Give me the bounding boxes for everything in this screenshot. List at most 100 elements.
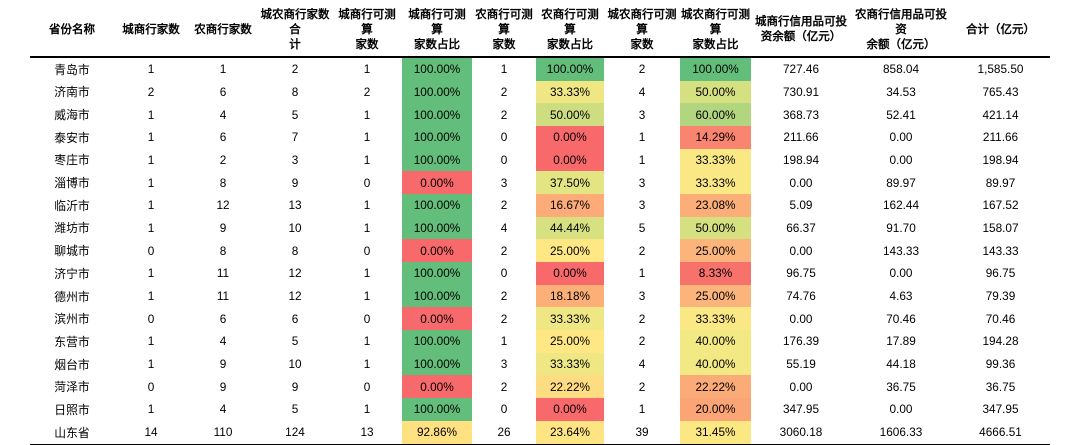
table-row: 菏泽市 0 9 9 0 0.00% 2 22.22% 2 22.22% 0.00 36.75 36.75 xyxy=(30,375,1050,399)
pct-cell: 100.00% xyxy=(402,330,472,353)
value-cell: 3060.18 xyxy=(751,420,851,445)
value-cell: 727.46 xyxy=(782,62,820,77)
value-cell: 1 xyxy=(638,152,646,167)
value-cell: 2 xyxy=(638,243,646,258)
table-row: 东营市 1 4 5 1 100.00% 1 25.00% 2 40.00% 176.39 17.89 1… xyxy=(30,330,1050,353)
value-cell: 9 xyxy=(219,379,227,394)
province-cell: 东营市 xyxy=(54,334,90,349)
value-cell: 730.91 xyxy=(782,84,820,99)
table-row: 山东省 14 110 124 13 92.86% 26 23.64% 39 31.45% 3060.… xyxy=(30,420,1050,445)
pct-cell: 33.33% xyxy=(680,148,751,172)
pct-cell: 20.00% xyxy=(680,398,751,421)
pct-cell: 18.18% xyxy=(536,284,604,308)
value-cell: 39 xyxy=(604,420,680,445)
province-cell: 济宁市 xyxy=(54,266,90,281)
value-cell: 8 xyxy=(291,84,299,99)
value-cell: 2 xyxy=(500,243,508,258)
value-cell: 5 xyxy=(291,402,299,417)
value-cell: 66.37 xyxy=(786,220,816,235)
pct-cell: 23.08% xyxy=(680,193,751,217)
value-cell: 6 xyxy=(291,311,299,326)
value-cell: 6 xyxy=(219,84,227,99)
value-cell: 96.75 xyxy=(786,266,816,281)
table-row: 临沂市 1 12 13 1 100.00% 2 16.67% 3 23.08% 5.09 162.44… xyxy=(30,193,1050,217)
pct-cell: 8.33% xyxy=(680,262,751,285)
pct-cell: 100.00% xyxy=(402,80,472,104)
pct-cell: 100.00% xyxy=(402,148,472,172)
pct-cell: 100.00% xyxy=(402,56,472,81)
value-cell: 6 xyxy=(219,311,227,326)
value-cell: 158.07 xyxy=(982,220,1019,235)
pct-cell: 33.33% xyxy=(680,171,751,194)
value-cell: 1 xyxy=(147,130,155,145)
value-cell: 10 xyxy=(288,357,302,372)
value-cell: 99.36 xyxy=(985,357,1016,372)
value-cell: 9 xyxy=(291,379,299,394)
value-cell: 1 xyxy=(147,152,155,167)
value-cell: 1 xyxy=(147,289,155,304)
value-cell: 198.94 xyxy=(782,152,820,167)
value-cell: 2 xyxy=(500,198,508,213)
value-cell: 1 xyxy=(500,62,508,77)
value-cell: 9 xyxy=(219,220,227,235)
value-cell: 70.46 xyxy=(985,311,1016,326)
value-cell: 0 xyxy=(147,379,155,394)
table-row: 淄博市 1 8 9 0 0.00% 3 37.50% 3 33.33% 0.00 89.97 89.97 xyxy=(30,171,1050,194)
value-cell: 11 xyxy=(216,266,230,281)
table-row: 潍坊市 1 9 10 1 100.00% 4 44.44% 5 50.00% 66.37 91.70 1… xyxy=(30,216,1050,240)
value-cell: 4666.51 xyxy=(951,420,1050,445)
province-cell: 威海市 xyxy=(54,108,90,123)
pct-cell: 0.00% xyxy=(536,125,604,149)
value-cell: 0.00 xyxy=(789,311,813,326)
value-cell: 0.00 xyxy=(889,402,913,417)
pct-cell: 0.00% xyxy=(536,262,604,285)
value-cell: 1 xyxy=(147,402,155,417)
pct-cell: 16.67% xyxy=(536,193,604,217)
value-cell: 34.53 xyxy=(886,84,916,99)
value-cell: 1 xyxy=(147,198,155,213)
pct-cell: 60.00% xyxy=(680,103,751,126)
pct-cell: 100.00% xyxy=(402,352,472,376)
pct-cell: 100.00% xyxy=(680,56,751,81)
value-cell: 13 xyxy=(332,420,402,445)
table-row: 枣庄市 1 2 3 1 100.00% 0 0.00% 1 33.33% 198.94 0.00 198… xyxy=(30,148,1050,172)
value-cell: 2 xyxy=(147,84,155,99)
column-header-6: 农商行可测算 家数 xyxy=(472,6,536,58)
value-cell: 5 xyxy=(638,220,646,235)
value-cell: 167.52 xyxy=(982,198,1019,213)
value-cell: 3 xyxy=(638,107,646,122)
table-row: 滨州市 0 6 6 0 0.00% 2 33.33% 2 33.33% 0.00 70.46 70.46 xyxy=(30,307,1050,331)
value-cell: 10 xyxy=(288,220,302,235)
province-cell: 枣庄市 xyxy=(54,153,90,168)
value-cell: 44.18 xyxy=(886,357,916,372)
value-cell: 0.00 xyxy=(889,152,913,167)
province-cell: 菏泽市 xyxy=(54,380,90,395)
pct-cell: 100.00% xyxy=(402,262,472,285)
column-header-8: 城农商行可测算 家数 xyxy=(604,6,680,58)
value-cell: 2 xyxy=(500,84,508,99)
value-cell: 70.46 xyxy=(886,311,916,326)
province-cell: 淄博市 xyxy=(54,176,90,191)
value-cell: 3 xyxy=(500,175,508,190)
pct-cell: 25.00% xyxy=(536,239,604,262)
value-cell: 5 xyxy=(291,107,299,122)
pct-cell: 33.33% xyxy=(536,80,604,104)
value-cell: 143.33 xyxy=(882,243,920,258)
value-cell: 2 xyxy=(638,311,646,326)
pct-cell: 50.00% xyxy=(536,103,604,126)
pct-cell: 25.00% xyxy=(680,239,751,262)
table-row: 烟台市 1 9 10 1 100.00% 3 33.33% 4 40.00% 55.19 44.18 9… xyxy=(30,352,1050,376)
pct-cell: 33.33% xyxy=(536,307,604,331)
pct-cell: 14.29% xyxy=(680,125,751,149)
value-cell: 4 xyxy=(219,107,227,122)
value-cell: 89.97 xyxy=(886,175,916,190)
value-cell: 3 xyxy=(638,175,646,190)
pct-cell: 25.00% xyxy=(680,284,751,308)
pct-cell: 23.64% xyxy=(536,420,604,445)
pct-cell: 100.00% xyxy=(402,103,472,126)
value-cell: 0.00 xyxy=(789,175,813,190)
value-cell: 2 xyxy=(500,311,508,326)
pct-cell: 100.00% xyxy=(402,216,472,240)
value-cell: 4 xyxy=(219,334,227,349)
value-cell: 211.66 xyxy=(982,130,1019,145)
